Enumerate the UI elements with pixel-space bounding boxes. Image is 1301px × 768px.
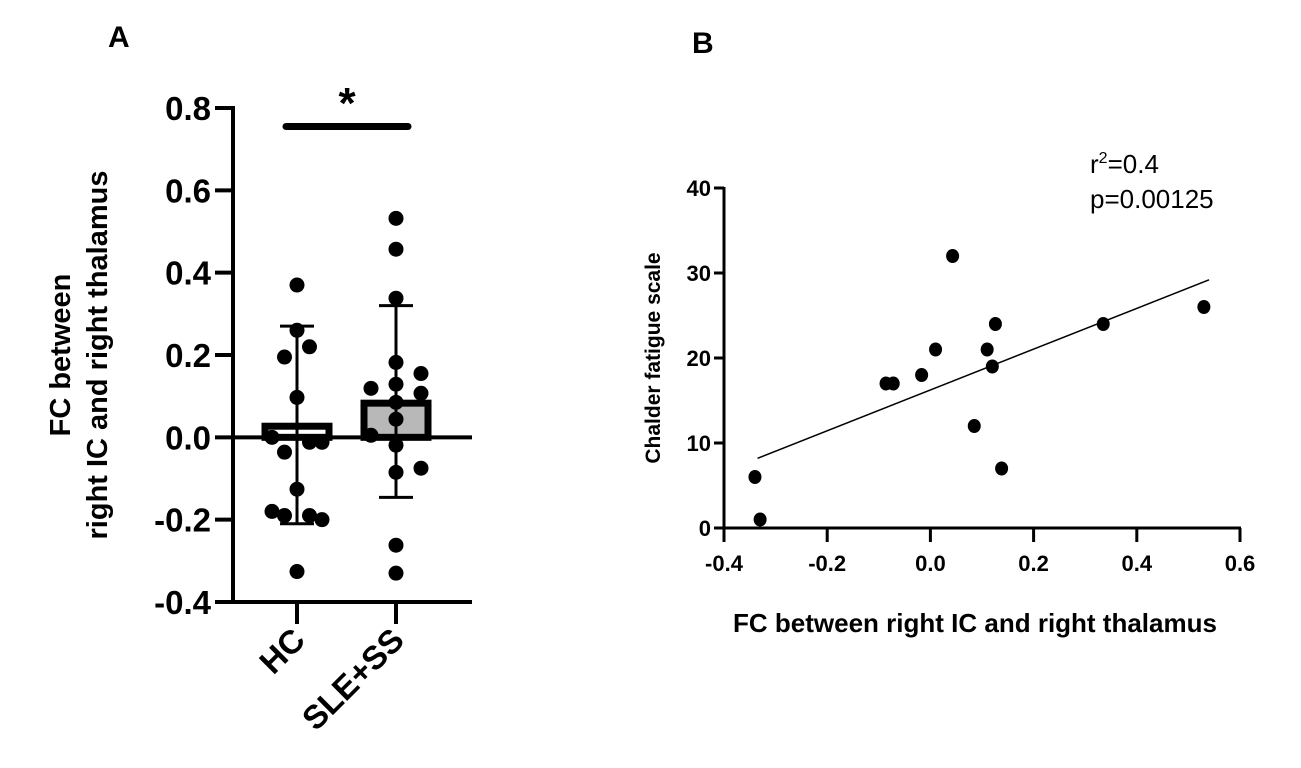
y-label-line-1: FC between	[45, 274, 77, 437]
panel-b-y-tick-label: 20	[687, 346, 711, 371]
panel-b-data-point	[985, 359, 999, 374]
panel-label-b: B	[692, 27, 714, 60]
panel-a-data-point	[289, 389, 305, 405]
panel-a-data-point	[289, 564, 305, 580]
panel-b-x-axis-label: FC between right IC and right thalamus	[733, 608, 1217, 638]
p-value-label: p=0.00125	[1090, 184, 1214, 214]
panel-b-data-point	[995, 461, 1009, 476]
panel-a-data-point	[302, 508, 317, 524]
panel-a-data-point	[388, 437, 404, 453]
panel-a-data-point	[388, 290, 404, 306]
panel-b-data-point	[967, 419, 981, 433]
panel-b-data-point	[1197, 300, 1211, 314]
r2-value: =0.4	[1108, 149, 1159, 179]
panel-b-data-point	[946, 249, 960, 263]
panel-a-y-tick-label: 0.6	[165, 172, 211, 209]
panel-a-data-point	[277, 349, 292, 365]
panel-a-data-point	[388, 354, 404, 370]
panel-b-data-point	[988, 317, 1002, 331]
panel-a-y-axis-label: FC between right IC and right thalamus	[45, 171, 114, 540]
panel-b-x-tick-label: -0.2	[808, 551, 846, 576]
panel-a-data-point	[388, 210, 404, 226]
panel-a-data-point	[388, 241, 404, 257]
panel-b-x-tick-label: 0.0	[915, 551, 946, 576]
panel-b-x-tick-label: 0.4	[1122, 551, 1153, 576]
panel-a-data-point	[289, 277, 305, 293]
panel-a-x-tick-label: SLE+SS	[295, 621, 411, 737]
panel-a-data-point	[388, 376, 404, 392]
panel-b-x-tick-label: -0.4	[705, 551, 744, 576]
panel-b-x-tick-label: 0.6	[1225, 551, 1256, 576]
panel-b-data-point	[980, 342, 994, 357]
r2-superscript: 2	[1099, 150, 1108, 167]
panel-a-data-point	[388, 464, 404, 480]
r-squared-label: r2=0.4	[1090, 149, 1159, 179]
panel-b-data-point	[1096, 317, 1110, 331]
panel-b-y-tick-label: 10	[687, 431, 711, 456]
panel-b-y-axis-label: Chalder fatigue scale	[642, 252, 665, 463]
panel-a-data-point	[363, 427, 379, 443]
panel-a-data-point	[302, 339, 317, 355]
panel-a-x-tick-label: HC	[252, 621, 312, 681]
panel-a-data-point	[264, 503, 280, 519]
panel-a-y-tick-label: -0.2	[154, 502, 211, 539]
panel-b-data-point	[748, 470, 762, 484]
panel-a-data-point	[413, 385, 429, 401]
panel-a-data-point	[413, 366, 429, 382]
panel-a-data-point	[388, 537, 404, 553]
panel-a-y-tick-label: 0.2	[165, 337, 211, 374]
panel-b-scatter-plot: Chalder fatigue scale FC between right I…	[642, 149, 1255, 638]
panel-a-data-point	[289, 322, 305, 338]
panel-a-data-point	[413, 460, 429, 476]
panel-b-data-point	[886, 376, 900, 391]
panel-a-y-tick-label: 0.8	[165, 90, 211, 127]
panel-label-a: A	[108, 21, 130, 54]
panel-a-data-point	[277, 508, 292, 524]
panel-b-data-point	[929, 342, 943, 357]
panel-a-data-point	[289, 481, 305, 497]
panel-a-bar-chart: FC between right IC and right thalamus 0…	[45, 79, 472, 737]
r2-prefix: r	[1090, 149, 1099, 179]
panel-a-data-point	[388, 411, 404, 427]
regression-line	[757, 279, 1210, 459]
panel-a-data-point	[388, 394, 404, 410]
y-label-line-2: right IC and right thalamus	[82, 171, 114, 540]
panel-b-x-tick-label: 0.2	[1018, 551, 1049, 576]
panel-a-data-point	[277, 444, 292, 460]
panel-b-data-point	[915, 368, 929, 382]
panel-a-data-point	[363, 380, 379, 396]
panel-a-data-point	[314, 512, 330, 528]
panel-b-y-tick-label: 30	[687, 261, 711, 286]
panel-b-data-point	[753, 512, 767, 527]
significance-asterisk: *	[338, 79, 356, 128]
panel-b-y-tick-label: 0	[699, 516, 711, 541]
panel-a-y-tick-label: 0.0	[165, 419, 211, 456]
panel-b-y-tick-label: 40	[687, 176, 711, 201]
panel-a-y-tick-label: -0.4	[154, 584, 212, 621]
panel-a-y-tick-label: 0.4	[165, 255, 212, 292]
panel-a-data-point	[388, 565, 404, 581]
